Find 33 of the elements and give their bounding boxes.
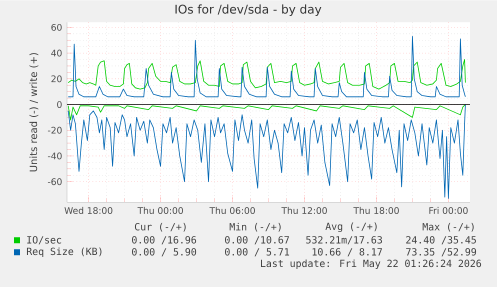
y-tick-label: -60 [48,178,62,185]
text: 24.40 /35.45 [406,236,476,244]
text: 73.35 /52.99 [406,248,476,256]
x-tick-label: Fri 00:00 [429,206,468,214]
legend-label: IO/sec [27,236,62,244]
x-tick-label: Thu 12:00 [281,206,327,214]
text: Min (-/+) [230,222,281,232]
text: 0.00 / 5.90 [132,248,196,256]
y-tick-label: -20 [48,126,62,134]
text: 0.00 /16.96 [132,236,196,244]
y-tick-label: 0 [57,100,62,108]
chart-title: IOs for /dev/sda - by day [176,4,322,16]
text: 532.21m/17.63 [306,236,382,244]
x-tick-label: Thu 06:00 [209,206,255,214]
line-series [68,59,466,90]
y-tick-label: -40 [48,152,62,160]
y-tick-label: 40 [51,50,62,56]
x-tick-label: Thu 00:00 [138,206,183,214]
y-tick-label: 20 [51,75,62,82]
text: Last update: Fri May 22 01:26:24 2026 [261,259,482,269]
line-series [68,104,466,120]
text: 0.00 / 5.71 [225,248,290,256]
text: Cur (-/+) [134,222,186,232]
text: 0.00 /10.67 [225,236,289,244]
x-tick-label: Wed 18:00 [64,206,112,214]
x-tick-label: Thu 18:00 [353,206,399,214]
text: 10.66 / 8.17 [312,248,382,256]
y-tick-label: 60 [51,24,62,31]
text: Max (-/+) [422,222,474,232]
legend-label: Req Size (KB) [26,247,102,257]
y-axis-title: Units read (-) / write (+) [29,52,38,172]
line-series [68,104,466,199]
text: Avg (-/+) [325,222,377,232]
